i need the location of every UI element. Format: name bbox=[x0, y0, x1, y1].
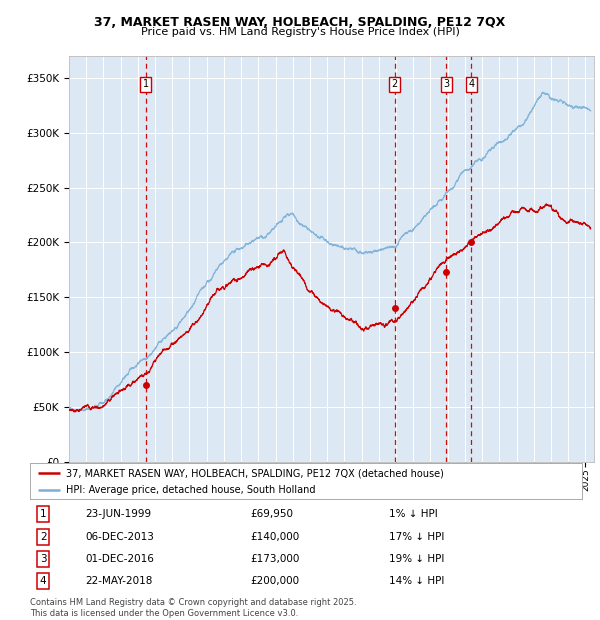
Text: £200,000: £200,000 bbox=[251, 576, 300, 587]
Text: 4: 4 bbox=[469, 79, 475, 89]
Text: 2: 2 bbox=[392, 79, 398, 89]
Text: £69,950: £69,950 bbox=[251, 509, 294, 520]
Text: 1: 1 bbox=[40, 509, 47, 520]
Text: Price paid vs. HM Land Registry's House Price Index (HPI): Price paid vs. HM Land Registry's House … bbox=[140, 27, 460, 37]
Text: 1: 1 bbox=[143, 79, 149, 89]
Text: 4: 4 bbox=[40, 576, 47, 587]
Text: £140,000: £140,000 bbox=[251, 531, 300, 542]
Text: 22-MAY-2018: 22-MAY-2018 bbox=[85, 576, 152, 587]
Text: 2: 2 bbox=[40, 531, 47, 542]
Text: HPI: Average price, detached house, South Holland: HPI: Average price, detached house, Sout… bbox=[66, 485, 316, 495]
Text: 3: 3 bbox=[40, 554, 47, 564]
Text: 23-JUN-1999: 23-JUN-1999 bbox=[85, 509, 151, 520]
Text: 37, MARKET RASEN WAY, HOLBEACH, SPALDING, PE12 7QX: 37, MARKET RASEN WAY, HOLBEACH, SPALDING… bbox=[94, 16, 506, 29]
Text: 19% ↓ HPI: 19% ↓ HPI bbox=[389, 554, 444, 564]
Text: £173,000: £173,000 bbox=[251, 554, 300, 564]
Text: 1% ↓ HPI: 1% ↓ HPI bbox=[389, 509, 437, 520]
Text: Contains HM Land Registry data © Crown copyright and database right 2025.
This d: Contains HM Land Registry data © Crown c… bbox=[30, 598, 356, 618]
Text: 14% ↓ HPI: 14% ↓ HPI bbox=[389, 576, 444, 587]
Text: 17% ↓ HPI: 17% ↓ HPI bbox=[389, 531, 444, 542]
Text: 37, MARKET RASEN WAY, HOLBEACH, SPALDING, PE12 7QX (detached house): 37, MARKET RASEN WAY, HOLBEACH, SPALDING… bbox=[66, 468, 444, 478]
Text: 3: 3 bbox=[443, 79, 449, 89]
Text: 01-DEC-2016: 01-DEC-2016 bbox=[85, 554, 154, 564]
Text: 06-DEC-2013: 06-DEC-2013 bbox=[85, 531, 154, 542]
